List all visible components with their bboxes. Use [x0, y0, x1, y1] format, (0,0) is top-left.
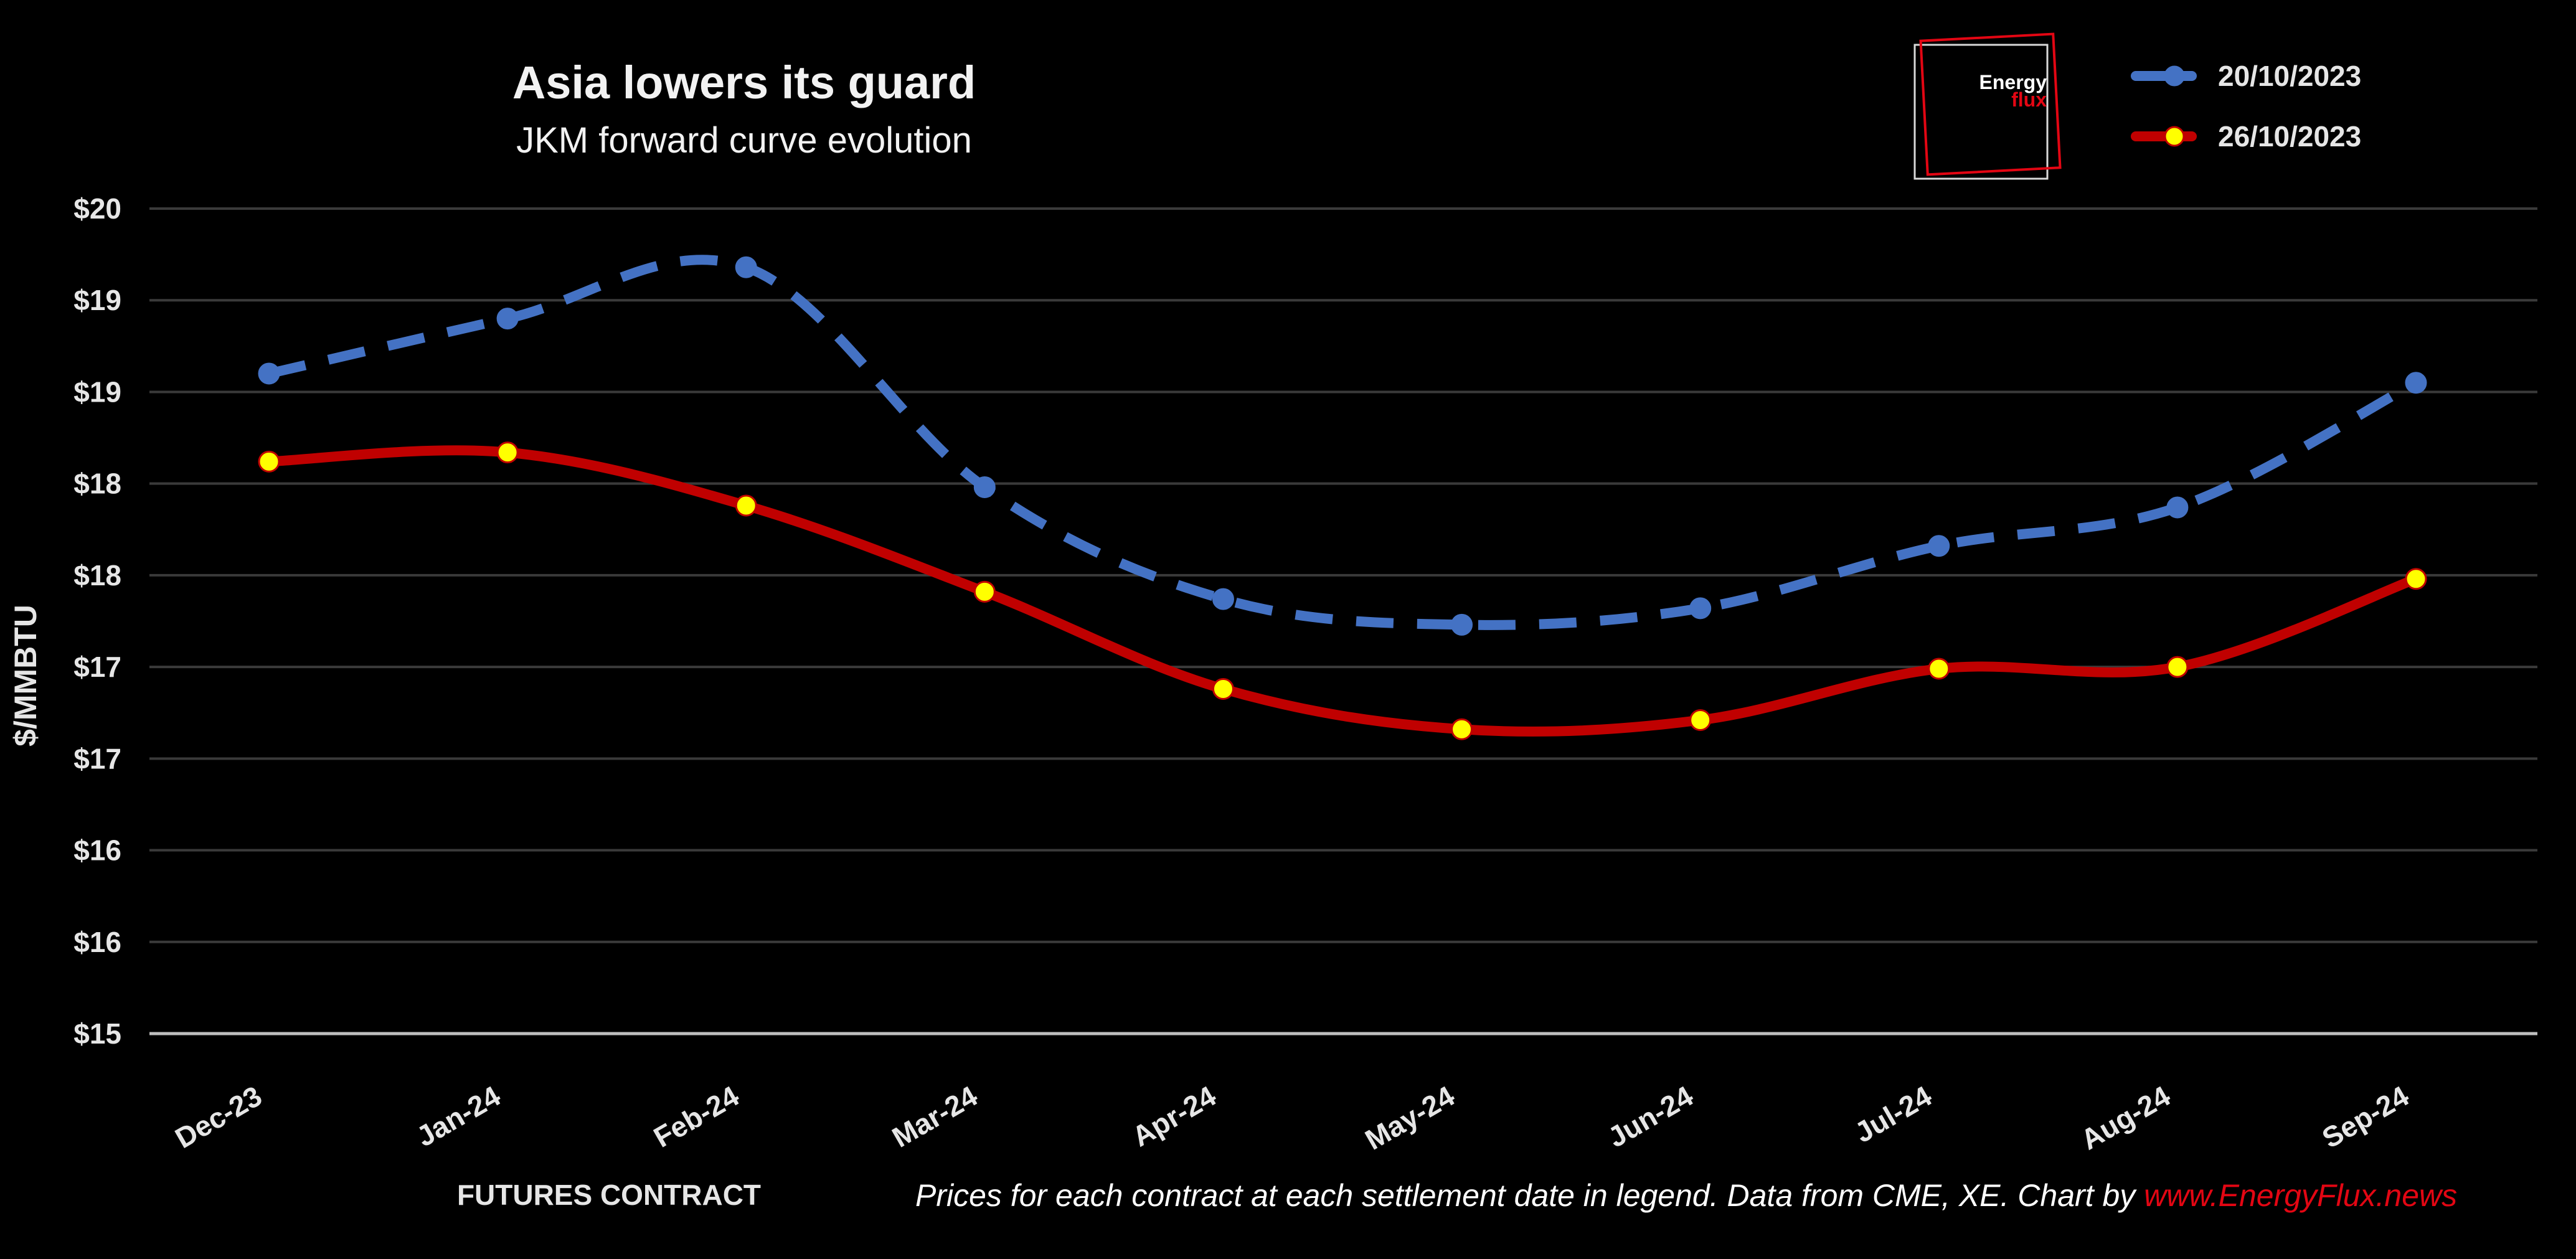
data-point [735, 256, 757, 278]
x-tick-label: Apr-24 [1126, 1079, 1222, 1153]
data-point [258, 362, 280, 385]
legend-label: 26/10/2023 [2218, 120, 2361, 153]
x-tick-label: Jun-24 [1602, 1079, 1699, 1153]
legend-item: 20/10/2023 [2131, 60, 2361, 92]
chart-title: Asia lowers its guard [512, 57, 976, 108]
data-point [735, 494, 757, 517]
brand-logo: Energy flux [1913, 32, 2062, 180]
legend-label: 20/10/2023 [2218, 60, 2361, 92]
data-point [2166, 656, 2189, 678]
x-tick-label: May-24 [1359, 1079, 1460, 1156]
y-tick-label: $16 [73, 834, 121, 867]
x-tick-label: Dec-23 [169, 1080, 267, 1154]
series-line [268, 445, 2418, 737]
footnote-link[interactable]: www.EnergyFlux.news [2144, 1178, 2457, 1213]
y-tick-label: $19 [73, 375, 121, 408]
footnote: Prices for each contract at each settlem… [915, 1178, 2457, 1213]
gridlines [149, 207, 2537, 1035]
x-tick-label: Mar-24 [887, 1079, 983, 1153]
footnote-text: Prices for each contract at each settlem… [915, 1178, 2144, 1213]
data-point [496, 441, 519, 464]
y-tick-label: $16 [73, 926, 121, 958]
chart-subtitle: JKM forward curve evolution [516, 120, 972, 161]
data-point [1451, 613, 1473, 636]
data-point [1451, 718, 1473, 740]
legend-swatch-marker [2164, 65, 2185, 87]
x-axis-ticks: Dec-23 Jan-24 Feb-24 Mar-24 Apr-24 May-24 Jun-… [169, 1079, 2414, 1156]
logo-text-flux: flux [2011, 88, 2047, 111]
y-tick-label: $18 [73, 559, 121, 592]
data-point [258, 450, 280, 473]
x-tick-label: Sep-24 [2316, 1079, 2414, 1154]
data-point [973, 476, 996, 499]
legend-item: 26/10/2023 [2131, 120, 2361, 153]
y-axis-ticks: $15 $16 $16 $17 $17 $18 $18 $19 $19 $20 [73, 192, 121, 1050]
x-tick-label: Feb-24 [648, 1079, 745, 1153]
legend-swatch-marker [2164, 126, 2185, 147]
y-tick-label: $17 [73, 651, 121, 683]
y-axis-label: $/MMBTU [8, 605, 43, 747]
logo-text-energy: Energy [1979, 71, 2047, 93]
data-point [496, 308, 519, 330]
data-point [2166, 496, 2189, 519]
data-point [2405, 372, 2427, 394]
data-point [1928, 535, 1950, 557]
data-point [973, 580, 996, 603]
data-point [1212, 677, 1234, 700]
x-tick-label: Aug-24 [2075, 1079, 2176, 1156]
data-point [1689, 709, 1712, 731]
y-tick-label: $19 [73, 284, 121, 316]
x-axis-label: FUTURES CONTRACT [457, 1179, 761, 1211]
data-point [2405, 568, 2427, 590]
data-point [1928, 658, 1950, 680]
y-tick-label: $20 [73, 192, 121, 225]
y-tick-label: $18 [73, 468, 121, 500]
series-1 [258, 255, 2427, 636]
series-2 [258, 441, 2427, 740]
x-tick-label: Jan-24 [411, 1079, 506, 1153]
series-line [268, 255, 2418, 630]
y-tick-label: $17 [73, 742, 121, 775]
series-layer [258, 255, 2427, 740]
y-tick-label: $15 [73, 1017, 121, 1050]
x-tick-label: Jul-24 [1849, 1079, 1937, 1149]
data-point [1212, 588, 1234, 610]
data-point [1689, 597, 1712, 620]
legend: 20/10/2023 26/10/2023 [2131, 60, 2361, 153]
